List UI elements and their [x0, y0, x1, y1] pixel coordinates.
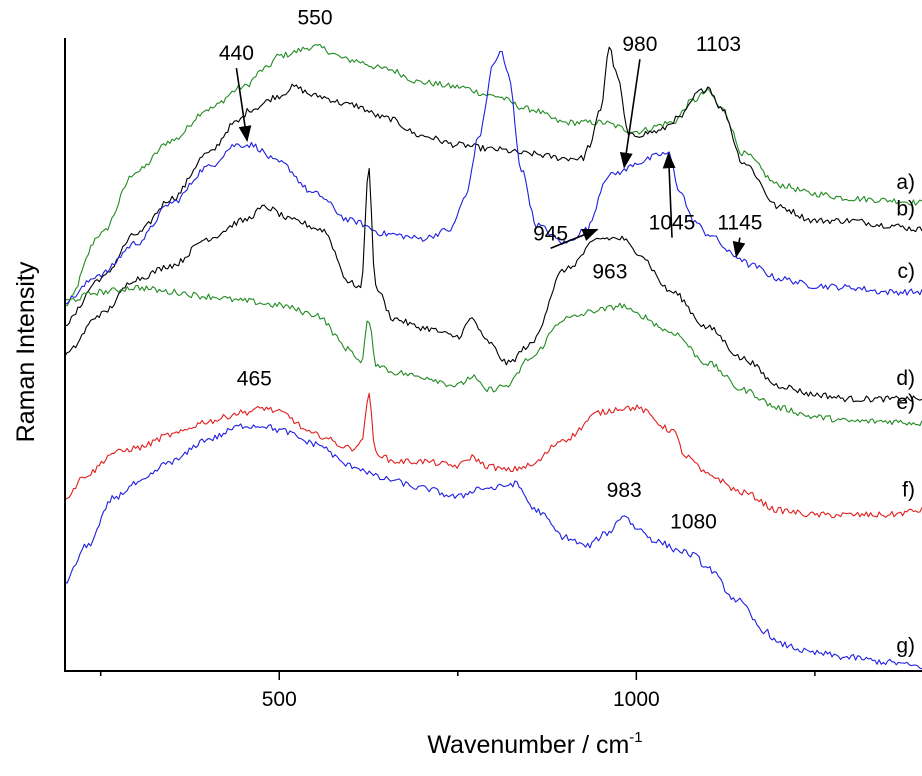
x-axis-ticks: 500 1000	[99, 671, 816, 711]
series-1-label: a)	[896, 171, 915, 194]
annotation-label: 1103	[696, 33, 741, 56]
series-2-line	[64, 46, 922, 327]
x-tick-label: 500	[262, 688, 297, 711]
x-axis-title: Wavenumber / cm-1	[427, 729, 642, 759]
series-5-label: e)	[896, 391, 915, 414]
y-axis-title: Raman Intensity	[12, 261, 40, 442]
series-3-line	[65, 50, 922, 305]
annotation-arrow	[732, 237, 746, 258]
series-5-line	[64, 284, 922, 427]
series-6-line	[64, 392, 922, 519]
series-labels: a) b) c) d)e) f) g)	[896, 171, 915, 658]
annotation-arrow	[662, 152, 676, 238]
annotation-arrow	[550, 228, 599, 250]
x-axis-title-superscript: -1	[629, 729, 642, 746]
series-4-label: d)	[896, 367, 915, 390]
annotation-label: 980	[622, 33, 657, 56]
annotation-label: 440	[219, 42, 254, 65]
x-axis-title-main: Wavenumber / cm	[427, 731, 629, 759]
annotation-label: 550	[297, 7, 332, 30]
annotation-label: 1080	[670, 510, 717, 533]
x-tick-label: 1000	[613, 688, 660, 711]
series-2-label: b)	[896, 198, 915, 221]
annotation-arrow	[235, 67, 252, 142]
series-7-label: g)	[896, 635, 915, 658]
annotation-label: 963	[592, 261, 627, 284]
annotation-arrow	[619, 59, 641, 169]
series-1-line	[64, 43, 922, 307]
annotation-label: 1145	[717, 212, 762, 235]
series-6-label: f)	[902, 479, 915, 502]
annotation-label: 465	[237, 368, 272, 391]
annotation-label: 983	[607, 479, 642, 502]
series-7-line	[64, 423, 922, 670]
series-4-line	[64, 167, 922, 403]
series-3-label: c)	[898, 260, 916, 283]
annotation-label: 945	[533, 222, 568, 245]
series-group	[64, 43, 922, 670]
